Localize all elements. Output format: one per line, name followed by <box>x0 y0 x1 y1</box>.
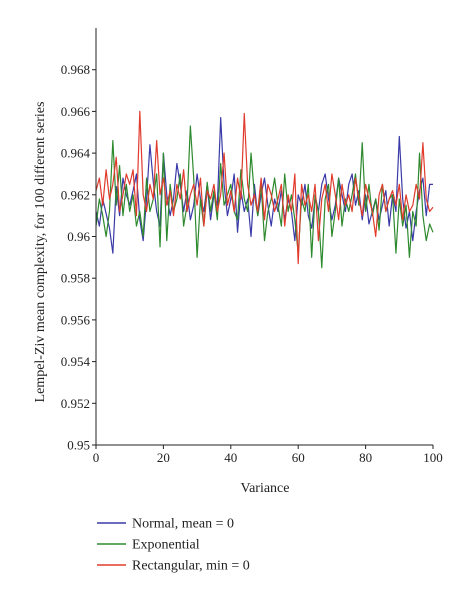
y-tick-label: 0.96 <box>67 229 90 244</box>
y-tick-label: 0.95 <box>67 438 90 453</box>
plot-series-group <box>95 110 434 269</box>
legend-label-1: Normal, mean = 0 <box>132 517 234 532</box>
x-tick-label: 0 <box>93 450 100 465</box>
y-tick-label: 0.966 <box>61 104 91 119</box>
x-tick-label: 60 <box>292 450 305 465</box>
series-line-3 <box>95 110 434 265</box>
y-tick-label: 0.962 <box>61 187 90 202</box>
y-tick-label: 0.964 <box>61 146 91 161</box>
y-tick-label: 0.956 <box>61 312 91 327</box>
y-axis-ticks: 0.95 0.952 0.954 0.956 0.958 0.96 0.962 0.964 0.… <box>61 62 96 453</box>
x-tick-label: 80 <box>359 450 372 465</box>
legend-label-2: Exponential <box>132 538 200 553</box>
y-tick-label: 0.952 <box>61 396 90 411</box>
legend: Normal, mean = 0 Exponential Rectangular, … <box>97 517 250 574</box>
x-axis-ticks: 0 20 40 60 80 100 <box>93 445 443 465</box>
x-tick-label: 100 <box>423 450 443 465</box>
legend-label-3: Rectangular, min = 0 <box>132 559 250 574</box>
y-tick-label: 0.968 <box>61 62 90 77</box>
x-tick-label: 20 <box>157 450 170 465</box>
x-tick-label: 40 <box>224 450 237 465</box>
y-tick-label: 0.958 <box>61 271 90 286</box>
y-tick-label: 0.954 <box>61 354 91 369</box>
series-line-2 <box>95 125 434 269</box>
y-axis-label: Lempel-Ziv mean complexity, for 100 diff… <box>33 102 48 403</box>
x-axis-label: Variance <box>241 481 290 496</box>
